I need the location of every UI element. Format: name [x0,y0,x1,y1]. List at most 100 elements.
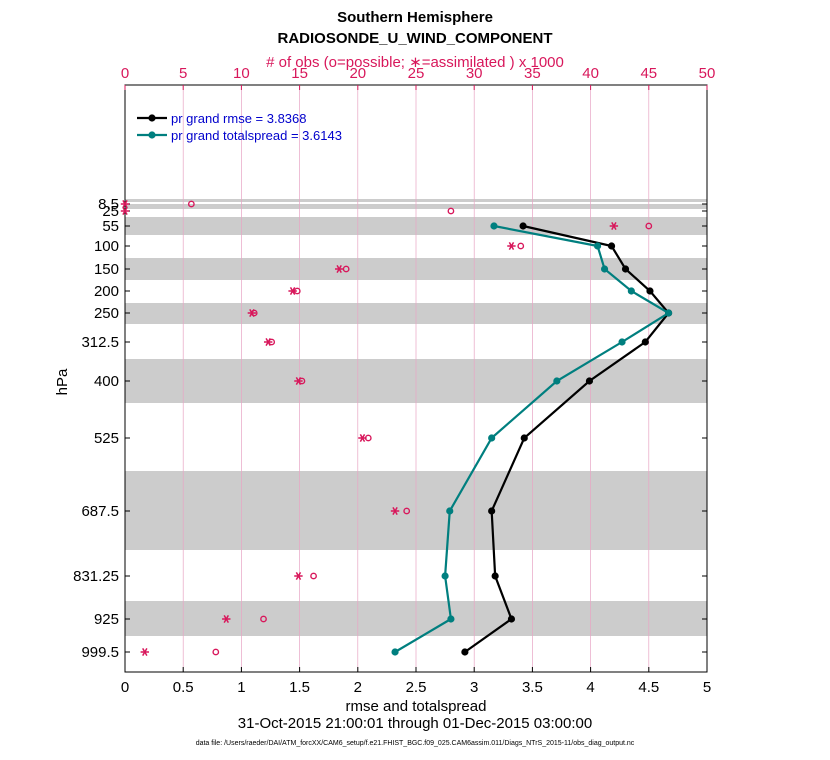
spread-point [391,648,399,656]
obs-assimilated-marker [288,286,297,296]
obs-assimilated-marker [507,241,516,251]
y-axis-label: hPa [54,368,71,395]
legend-marker-rmse [148,114,156,122]
x-tick-label: 2 [354,679,362,696]
rmse-line [464,224,671,653]
chart-title-variable: RADIOSONDE_U_WIND_COMPONENT [277,30,553,47]
rmse-point [646,287,654,295]
x-tick-label: 3 [470,679,478,696]
obs-assimilated-marker [222,614,231,624]
x-tick-label: 0 [121,679,129,696]
obs-possible-marker [447,207,455,215]
data-file-label: data file: /Users/raeder/DAI/ATM_forcXX/… [195,740,635,747]
obs-possible-marker [187,200,195,208]
chart-title-region: Southern Hemisphere [337,9,493,26]
legend-label-rmse: pr grand rmse = 3.8368 [171,111,307,126]
spread-point [618,338,626,346]
y-tick-label: 999.5 [81,644,119,661]
obs-assimilated-marker [120,206,130,216]
chart-title-obs-count: # of obs (o=possible; ∗=assimilated ) x … [266,54,564,71]
y-tick-label: 687.5 [81,503,119,520]
x-tick-label: 1.5 [289,679,310,696]
top-tick-label: 35 [524,65,541,82]
top-tick-label: 30 [466,65,483,82]
legend: pr grand rmse = 3.8368 pr grand totalspre… [137,111,342,143]
rmse-point [461,648,469,656]
rmse-point [621,265,630,273]
legend-marker-spread [148,131,156,139]
rmse-point [488,507,496,515]
top-tick-label: 15 [291,65,308,82]
y-tick-label: 312.5 [81,334,119,351]
x-tick-label: 4 [586,679,594,696]
y-tick-label: 25 [102,203,119,220]
top-tick-label: 25 [408,65,425,82]
obs-possible-marker [212,648,220,656]
obs-assimilated-marker [263,337,273,347]
x-tick-label: 3.5 [522,679,543,696]
obs-possible-marker [342,265,350,273]
legend-label-spread: pr grand totalspread = 3.6143 [171,128,342,143]
obs-possible-marker [310,572,317,580]
spread-point [593,242,602,250]
obs-possible-marker [645,222,653,230]
y-tick-label: 150 [94,261,119,278]
spread-point [490,222,498,230]
x-tick-label: 4.5 [638,679,659,696]
spread-line [394,224,671,653]
obs-assimilated-marker [294,376,303,386]
spread-point [447,615,455,623]
obs-assimilated-marker [140,647,149,657]
rmse-point [520,434,528,442]
rmse-point [519,222,527,230]
rmse-point [641,338,649,346]
obs-possible-marker [403,507,411,515]
data-marks [120,199,673,657]
top-tick-label: 20 [349,65,366,82]
y-tick-label: 8.5 [98,196,119,213]
y-tick-label: 55 [102,218,119,235]
y-tick-label: 400 [94,373,119,390]
obs-assimilated-marker [609,221,619,231]
spread-point [446,507,454,515]
top-tick-label: 10 [233,65,250,82]
axis-ticks: 0 0.5 1 1.5 2 2.5 3 3.5 4 4.5 50 5 10 15 20 25 30 35 40 45 5… [54,65,715,715]
spread-point [441,572,449,580]
top-tick-label: 40 [582,65,599,82]
y-tick-label: 925 [94,611,119,628]
top-tick-label: 5 [179,65,187,82]
obs-possible-marker [517,242,525,250]
spread-point [553,377,561,385]
rmse-point [507,615,516,623]
obs-assimilated-marker [294,571,303,581]
spread-point [627,287,635,295]
y-tick-label: 100 [94,238,119,255]
y-tick-label: 250 [94,305,119,322]
obs-assimilated-marker [247,308,257,318]
x-tick-label: 1 [237,679,245,696]
top-tick-label: 0 [121,65,129,82]
obs-assimilated-marker [390,506,400,516]
grid-lines [182,85,650,672]
obs-assimilated-marker [120,199,130,209]
top-tick-label: 45 [640,65,657,82]
rmse-point [607,242,616,250]
x-tick-label: 2.5 [406,679,427,696]
y-tick-label: 525 [94,430,119,447]
obs-possible-marker [260,615,267,623]
x-axis-label: rmse and totalspread [346,698,487,715]
spread-point [488,434,496,442]
obs-assimilated-marker [358,433,367,443]
date-range-label: 31-Oct-2015 21:00:01 through 01-Dec-2015… [237,715,593,732]
rmse-point [585,377,594,385]
y-tick-label: 831.25 [73,568,119,585]
spread-point [664,309,673,317]
obs-assimilated-marker [334,264,344,274]
x-tick-label: 5 [703,679,711,696]
top-tick-label: 50 [699,65,716,82]
rmse-point [491,572,499,580]
y-tick-label: 200 [94,283,119,300]
spread-point [600,265,609,273]
x-tick-label: 0.5 [173,679,194,696]
